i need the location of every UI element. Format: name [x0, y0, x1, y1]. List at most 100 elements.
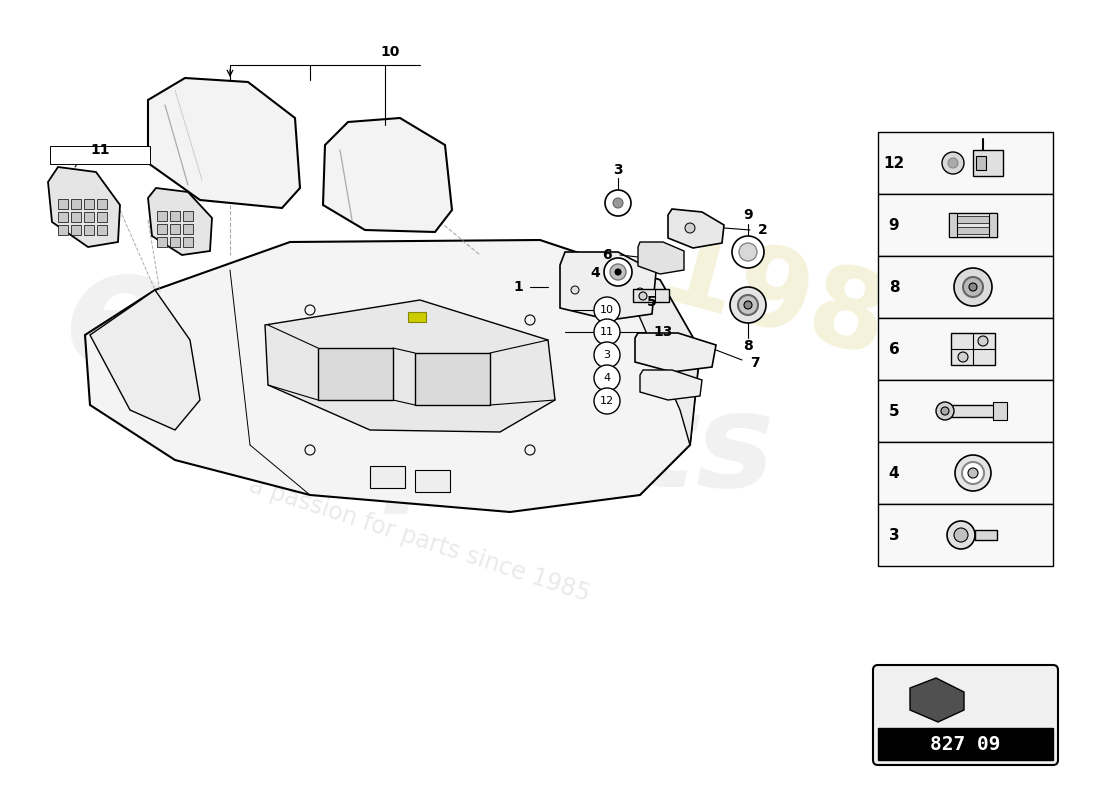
Text: a passion for parts since 1985: a passion for parts since 1985 [246, 474, 594, 606]
Polygon shape [48, 167, 120, 247]
Polygon shape [635, 333, 716, 372]
Bar [878, 442, 1053, 504]
Bar [170, 224, 180, 234]
Circle shape [594, 297, 620, 323]
Circle shape [978, 336, 988, 346]
Bar [878, 728, 1053, 760]
Bar [50, 146, 150, 164]
Text: 11: 11 [90, 143, 110, 157]
Text: 1: 1 [514, 280, 522, 294]
Bar [97, 225, 107, 235]
Circle shape [936, 402, 954, 420]
Circle shape [594, 365, 620, 391]
Circle shape [636, 288, 644, 296]
Bar [170, 237, 180, 247]
Bar [878, 132, 1053, 194]
Circle shape [732, 236, 764, 268]
Text: 9: 9 [889, 218, 900, 233]
Bar [84, 199, 94, 209]
Polygon shape [85, 240, 700, 512]
Circle shape [605, 190, 631, 216]
Polygon shape [580, 255, 700, 445]
Text: 4: 4 [604, 373, 611, 383]
Bar [949, 213, 957, 237]
Circle shape [969, 283, 977, 291]
Circle shape [571, 286, 579, 294]
Circle shape [639, 292, 647, 300]
Circle shape [948, 158, 958, 168]
Bar [952, 227, 996, 234]
Bar [183, 237, 192, 247]
Bar [632, 289, 669, 302]
Text: euro: euro [65, 242, 475, 398]
Bar [989, 213, 997, 237]
Bar [878, 256, 1053, 318]
Circle shape [604, 258, 632, 286]
Bar [878, 380, 1053, 442]
Bar [170, 211, 180, 221]
Bar [945, 405, 996, 417]
Text: 8: 8 [744, 339, 752, 353]
Circle shape [744, 301, 752, 309]
Bar [878, 504, 1053, 566]
Bar [72, 225, 81, 235]
Bar [157, 211, 167, 221]
Bar [157, 237, 167, 247]
Bar [58, 212, 68, 222]
Bar [318, 348, 393, 400]
Polygon shape [148, 78, 300, 208]
Bar [84, 212, 94, 222]
Circle shape [525, 445, 535, 455]
Text: 6: 6 [603, 248, 612, 262]
Bar [408, 312, 426, 322]
Text: 3: 3 [604, 350, 611, 360]
Text: 8: 8 [889, 279, 900, 294]
Bar [84, 225, 94, 235]
Bar [975, 530, 997, 540]
Circle shape [613, 198, 623, 208]
Bar [72, 212, 81, 222]
Bar [415, 470, 450, 492]
Text: 10: 10 [600, 305, 614, 315]
Text: 6: 6 [889, 342, 900, 357]
Text: 7: 7 [750, 356, 760, 370]
Circle shape [968, 468, 978, 478]
Circle shape [962, 462, 984, 484]
Bar [58, 199, 68, 209]
Polygon shape [668, 209, 724, 248]
Circle shape [954, 528, 968, 542]
Circle shape [730, 287, 766, 323]
Bar [97, 199, 107, 209]
Circle shape [594, 319, 620, 345]
Text: 12: 12 [883, 155, 904, 170]
Circle shape [955, 455, 991, 491]
Text: 5: 5 [889, 403, 900, 418]
Circle shape [739, 243, 757, 261]
Polygon shape [910, 678, 964, 722]
Bar [370, 466, 405, 488]
Text: 827 09: 827 09 [931, 734, 1001, 754]
Bar [878, 194, 1053, 256]
Circle shape [947, 521, 975, 549]
Text: 10: 10 [381, 45, 399, 59]
Text: 12: 12 [600, 396, 614, 406]
Circle shape [525, 315, 535, 325]
Text: 5: 5 [647, 295, 657, 309]
Bar [974, 150, 1003, 176]
Bar [952, 333, 996, 365]
Circle shape [940, 407, 949, 415]
Text: 4: 4 [591, 266, 600, 280]
Text: 11: 11 [600, 327, 614, 337]
Bar [58, 225, 68, 235]
Circle shape [738, 295, 758, 315]
Bar [949, 213, 997, 237]
Circle shape [954, 268, 992, 306]
FancyBboxPatch shape [873, 665, 1058, 765]
Circle shape [594, 342, 620, 368]
Circle shape [685, 223, 695, 233]
Bar [183, 211, 192, 221]
Bar [976, 156, 986, 170]
Polygon shape [265, 300, 556, 432]
Circle shape [594, 388, 620, 414]
Bar [878, 318, 1053, 380]
